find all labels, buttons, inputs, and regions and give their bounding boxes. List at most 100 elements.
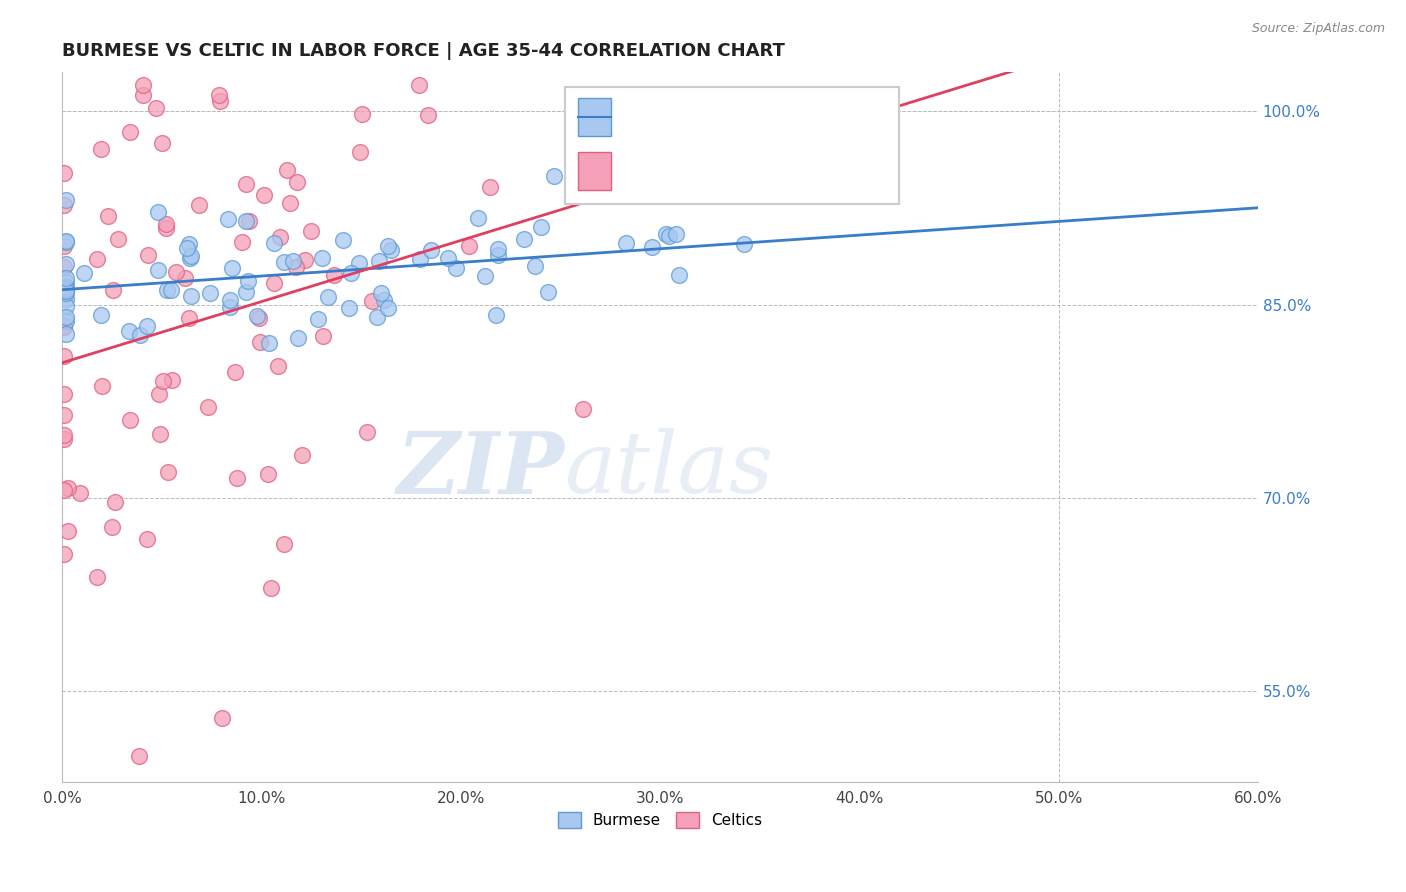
Point xyxy=(176,241,198,255)
Point xyxy=(294,252,316,267)
Point xyxy=(53,318,76,332)
Point xyxy=(572,402,595,417)
Point xyxy=(179,310,201,325)
Point xyxy=(156,465,179,479)
Point xyxy=(257,467,280,482)
Point xyxy=(253,188,276,202)
Point xyxy=(90,142,112,156)
Point xyxy=(97,210,120,224)
Point xyxy=(53,239,76,253)
Point xyxy=(231,235,253,249)
Point xyxy=(224,365,246,379)
Point xyxy=(236,275,259,289)
Point xyxy=(58,482,80,496)
Point xyxy=(55,234,77,248)
Point xyxy=(55,257,77,271)
Point xyxy=(55,314,77,328)
Point xyxy=(155,221,177,235)
Point xyxy=(55,292,77,306)
Point xyxy=(180,288,202,302)
Point xyxy=(150,136,173,150)
Point xyxy=(104,495,127,509)
Point xyxy=(238,214,260,228)
Point xyxy=(299,224,322,238)
Point xyxy=(145,101,167,115)
Point xyxy=(332,233,354,247)
Point xyxy=(478,179,501,194)
Point xyxy=(55,194,77,208)
Point xyxy=(55,285,77,300)
Point xyxy=(149,427,172,442)
Point xyxy=(322,268,344,282)
Point xyxy=(131,88,153,103)
Point xyxy=(416,108,439,122)
Point xyxy=(235,213,257,227)
Point xyxy=(287,331,309,345)
Point xyxy=(198,286,221,301)
Point xyxy=(311,251,333,265)
Point xyxy=(188,198,211,212)
Point xyxy=(53,166,76,180)
Text: Source: ZipAtlas.com: Source: ZipAtlas.com xyxy=(1251,22,1385,36)
Point xyxy=(136,248,159,262)
Point xyxy=(53,547,76,561)
Point xyxy=(366,310,388,324)
Point xyxy=(486,248,509,262)
Point xyxy=(513,232,536,246)
Point xyxy=(53,386,76,401)
Point xyxy=(55,299,77,313)
Point xyxy=(56,524,79,539)
Point xyxy=(614,235,637,250)
Point xyxy=(155,217,177,231)
Point xyxy=(281,254,304,268)
Point xyxy=(316,290,339,304)
Point xyxy=(156,283,179,297)
Point xyxy=(370,285,392,300)
Point xyxy=(207,88,229,103)
Point xyxy=(162,373,184,387)
Point xyxy=(409,252,432,266)
Point xyxy=(128,748,150,763)
Point xyxy=(257,335,280,350)
Legend: Burmese, Celtics: Burmese, Celtics xyxy=(551,806,769,834)
Point xyxy=(408,78,430,93)
Point xyxy=(86,570,108,584)
Point xyxy=(91,379,114,393)
Point xyxy=(179,252,201,266)
Point xyxy=(53,320,76,334)
Point xyxy=(55,271,77,285)
Point xyxy=(361,293,384,308)
Point xyxy=(247,311,270,326)
Point xyxy=(160,283,183,297)
Point xyxy=(340,267,363,281)
Point xyxy=(537,285,560,299)
Point xyxy=(641,240,664,254)
Point xyxy=(273,536,295,550)
Point xyxy=(654,227,676,241)
Point xyxy=(136,319,159,334)
Point xyxy=(269,230,291,244)
Point xyxy=(101,283,124,297)
Point xyxy=(174,271,197,285)
Point xyxy=(665,227,688,241)
Point xyxy=(249,334,271,349)
Point xyxy=(485,308,508,322)
Point xyxy=(53,408,76,422)
Point xyxy=(53,483,76,497)
Point xyxy=(69,485,91,500)
Text: ZIP: ZIP xyxy=(396,428,565,511)
Point xyxy=(420,243,443,257)
Point xyxy=(467,211,489,225)
Point xyxy=(73,266,96,280)
Point xyxy=(53,432,76,446)
Point xyxy=(260,582,283,596)
Point xyxy=(668,268,690,282)
Point xyxy=(101,519,124,533)
Point xyxy=(377,301,399,316)
Point xyxy=(53,428,76,442)
Point xyxy=(55,284,77,298)
Point xyxy=(146,204,169,219)
Point xyxy=(86,252,108,266)
Point xyxy=(380,243,402,257)
Point xyxy=(55,235,77,249)
